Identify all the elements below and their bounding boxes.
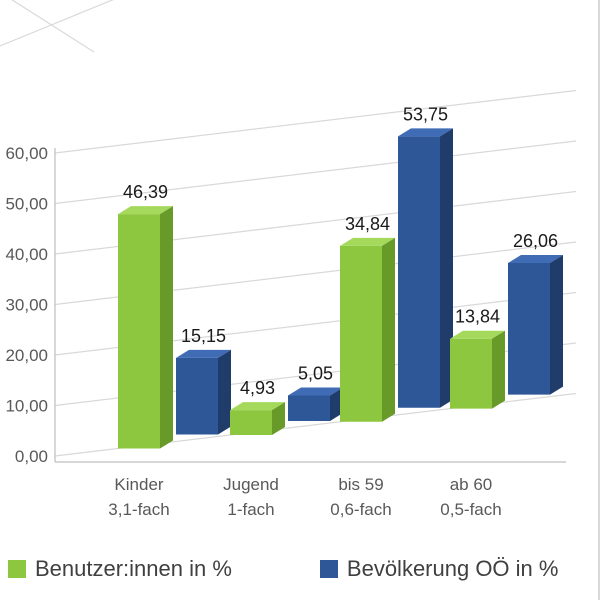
bar-series0-cat0-side: [160, 206, 173, 449]
bar-series1-cat0-front: [176, 357, 218, 435]
y-axis-tick-label: 30,00: [5, 296, 48, 315]
bar-series1-cat3-side: [550, 254, 563, 395]
bar-series0-cat2-front: [340, 245, 382, 422]
chart-legend: Benutzer:innen in % Bevölkerung OÖ in %: [8, 556, 598, 582]
bar-series1-cat1-side: [330, 387, 343, 421]
bar-series0-cat0-top: [118, 206, 173, 215]
gridline: [54, 89, 577, 154]
legend-swatch: [319, 560, 338, 578]
y-axis-tick-label: 0,00: [15, 447, 48, 466]
gridline: [54, 140, 577, 205]
legend-item: Benutzer:innen in %: [8, 556, 232, 582]
bar-series0-cat2-side: [382, 237, 395, 422]
category-label: bis 59 0,6-fach: [330, 475, 391, 519]
bar-series0-cat1-top: [230, 402, 285, 411]
bar-series0-cat1-front: [230, 410, 272, 435]
bar-series1-cat1-top: [288, 387, 343, 396]
y-axis-tick-label: 40,00: [5, 245, 48, 264]
bar-series1-cat2-top: [398, 128, 453, 137]
value-label: 13,84: [455, 307, 500, 327]
category-label: Jugend 1-fach: [223, 475, 279, 519]
bar-series0-cat3-top: [450, 330, 505, 339]
bar-series1-cat2-side: [440, 128, 453, 408]
value-label: 53,75: [403, 104, 448, 124]
category-label: ab 60 0,5-fach: [440, 475, 501, 519]
wall-edge-line: [0, 0, 114, 47]
y-axis-tick-label: 60,00: [5, 144, 48, 163]
bar-series0-cat1-side: [272, 402, 285, 435]
bar-series1-cat2-front: [398, 136, 440, 408]
legend-swatch: [8, 560, 26, 578]
legend-label: Bevölkerung OÖ in %: [346, 556, 559, 581]
bar-series0-cat3-front: [450, 338, 492, 409]
value-label: 26,06: [513, 231, 558, 251]
bar-series1-cat3-front: [508, 262, 550, 395]
value-label: 5,05: [298, 363, 333, 383]
bar-series0-cat2-top: [340, 237, 395, 246]
value-label: 46,39: [123, 182, 168, 202]
bar-series0-cat0-front: [118, 214, 160, 449]
category-label: Kinder 3,1-fach: [108, 475, 169, 519]
legend-label: Benutzer:innen in %: [35, 556, 232, 581]
bar-series1-cat0-top: [176, 349, 231, 358]
value-label: 15,15: [181, 326, 226, 346]
legend-item: Bevölkerung OÖ in %: [319, 556, 559, 582]
y-axis-tick-label: 50,00: [5, 195, 48, 214]
bar-series0-cat3-side: [492, 330, 505, 409]
y-axis-tick-label: 20,00: [5, 346, 48, 365]
bar-chart-3d: 0,00 10,00 20,00 30,00 40,00 50,00 60,00 46,39 4…: [0, 0, 577, 519]
y-axis-tick-label: 10,00: [5, 397, 48, 416]
bar-series1-cat0-side: [218, 349, 231, 435]
bar-series1-cat1-front: [288, 395, 330, 421]
value-label: 4,93: [240, 378, 275, 398]
bar-series1-cat3-top: [508, 254, 563, 263]
value-label: 34,84: [345, 214, 390, 234]
wall-edge-line: [11, 0, 95, 53]
